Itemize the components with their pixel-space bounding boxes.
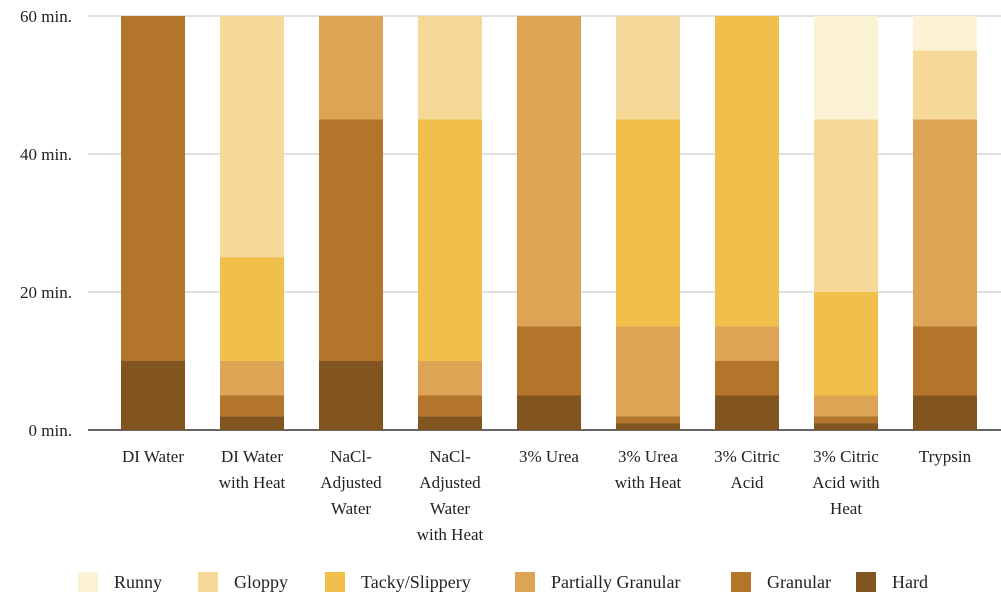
bar-segment-granular bbox=[319, 119, 383, 361]
bar-segment-runny bbox=[814, 16, 878, 120]
bar-segment-partially-granular bbox=[319, 16, 383, 120]
bar-segment-tacky-slippery bbox=[715, 16, 779, 327]
legend: Runny Gloppy Tacky/Slippery Partially Granu… bbox=[0, 568, 1001, 596]
bar-segment-granular bbox=[121, 16, 185, 361]
bar-segment-hard bbox=[418, 416, 482, 430]
bar-segment-granular bbox=[418, 395, 482, 417]
stacked-bar-chart: 0 min. 20 min. 40 min. 60 min. DI Water DI Wa… bbox=[20, 7, 1001, 544]
y-tick-label: 60 min. bbox=[20, 7, 72, 26]
legend-swatch bbox=[856, 572, 876, 592]
bar-segment-hard bbox=[913, 395, 977, 430]
bar-segment-granular bbox=[220, 395, 284, 417]
legend-swatch bbox=[78, 572, 98, 592]
bar-segment-gloppy bbox=[913, 50, 977, 120]
legend-label: Partially Granular bbox=[551, 571, 681, 592]
bar-segment-gloppy bbox=[814, 119, 878, 292]
bar-segment-hard bbox=[616, 423, 680, 430]
legend-swatch bbox=[731, 572, 751, 592]
bar-segment-partially-granular bbox=[220, 361, 284, 396]
bar-segment-partially-granular bbox=[715, 326, 779, 361]
legend-swatch bbox=[198, 572, 218, 592]
legend-label: Gloppy bbox=[234, 571, 288, 592]
bar-segment-partially-granular bbox=[616, 326, 680, 417]
bar-segment-hard bbox=[814, 423, 878, 430]
legend-item: Hard bbox=[856, 568, 928, 596]
bar-segment-hard bbox=[319, 361, 383, 430]
x-tick-label: Trypsin bbox=[919, 447, 972, 466]
legend-label: Granular bbox=[767, 571, 831, 592]
bar-segment-granular bbox=[913, 326, 977, 396]
legend-label: Runny bbox=[114, 571, 163, 592]
bar-segment-granular bbox=[616, 416, 680, 424]
x-tick-label: NaCl-Adjusted Water with Heat bbox=[417, 447, 484, 544]
bar-segment-hard bbox=[517, 395, 581, 430]
bar-segment-gloppy bbox=[220, 16, 284, 258]
legend-label: Hard bbox=[892, 571, 928, 592]
legend-swatch bbox=[325, 572, 345, 592]
legend-item: Tacky/Slippery bbox=[325, 568, 471, 596]
y-tick-label: 20 min. bbox=[20, 283, 72, 302]
y-tick-label: 40 min. bbox=[20, 145, 72, 164]
x-tick-label: 3% Urea bbox=[519, 447, 579, 466]
bar-segment-granular bbox=[517, 326, 581, 396]
bar-segment-hard bbox=[220, 416, 284, 430]
bar-segment-tacky-slippery bbox=[418, 119, 482, 361]
bar-segment-tacky-slippery bbox=[616, 119, 680, 327]
legend-swatch bbox=[515, 572, 535, 592]
bar-segment-runny bbox=[913, 16, 977, 51]
x-tick-label: 3% Citric Acid bbox=[714, 447, 780, 492]
bar-segment-hard bbox=[715, 395, 779, 430]
bar-segment-partially-granular bbox=[517, 16, 581, 327]
bar-segment-hard bbox=[121, 361, 185, 430]
bar-segment-partially-granular bbox=[418, 361, 482, 396]
bar-segment-granular bbox=[814, 416, 878, 424]
x-tick-label: DI Water with Heat bbox=[219, 447, 286, 492]
legend-label: Tacky/Slippery bbox=[361, 571, 471, 592]
x-tick-label: 3% Urea with Heat bbox=[615, 447, 682, 492]
bar-segment-gloppy bbox=[616, 16, 680, 120]
x-tick-label: DI Water bbox=[122, 447, 184, 466]
x-tick-label: 3% Citric Acid with Heat bbox=[812, 447, 880, 518]
legend-item: Gloppy bbox=[198, 568, 288, 596]
legend-item: Partially Granular bbox=[515, 568, 680, 596]
y-tick-label: 0 min. bbox=[29, 421, 72, 440]
bar-segment-tacky-slippery bbox=[814, 292, 878, 396]
bar-segment-tacky-slippery bbox=[220, 257, 284, 361]
bar-segment-gloppy bbox=[418, 16, 482, 120]
bar-segment-partially-granular bbox=[814, 395, 878, 417]
x-tick-label: NaCl-Adjusted Water bbox=[320, 447, 382, 518]
bar-segment-granular bbox=[715, 361, 779, 396]
bar-segment-partially-granular bbox=[913, 119, 977, 327]
legend-item: Runny bbox=[78, 568, 162, 596]
legend-item: Granular bbox=[731, 568, 831, 596]
